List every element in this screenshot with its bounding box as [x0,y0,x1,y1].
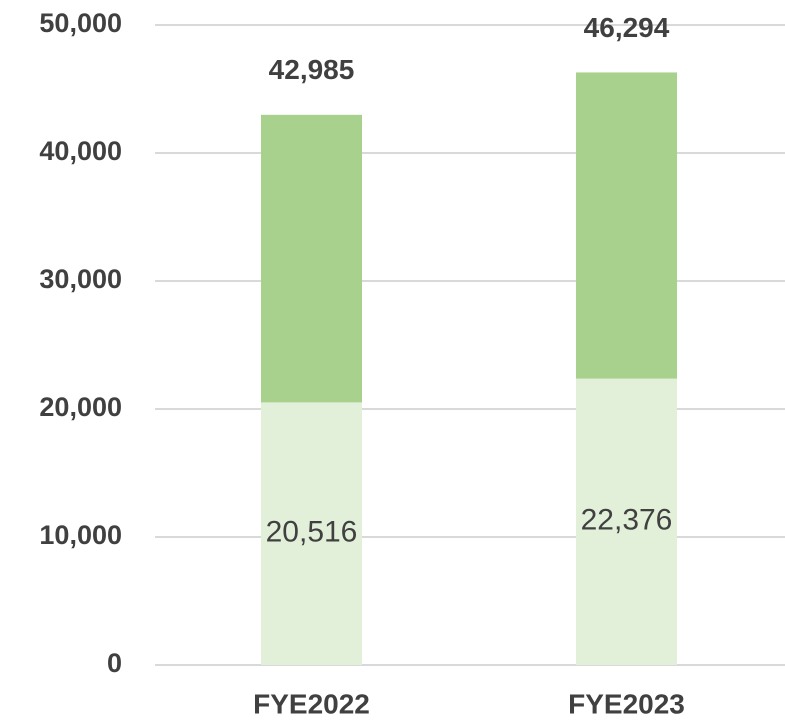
bar-segment [576,72,677,379]
total-label: 42,985 [269,54,355,85]
x-tick-label: FYE2022 [253,688,370,719]
y-tick-label: 40,000 [39,136,122,166]
data-label: 22,376 [581,504,673,537]
y-tick-label: 0 [107,648,122,678]
bar-segment [576,378,677,665]
bar-segment [261,114,362,403]
total-label: 46,294 [584,12,670,43]
data-label: 20,516 [266,516,358,549]
y-tick-label: 20,000 [39,392,122,422]
x-tick-label: FYE2023 [568,688,685,719]
y-tick-label: 10,000 [39,520,122,550]
bar-segment [261,402,362,665]
y-tick-label: 50,000 [39,8,122,38]
y-tick-label: 30,000 [39,264,122,294]
